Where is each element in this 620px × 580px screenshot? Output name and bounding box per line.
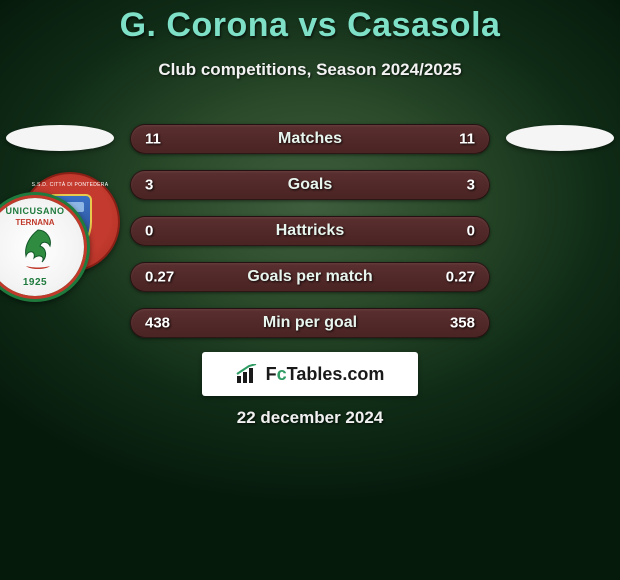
stat-right-value: 11 [459, 131, 475, 148]
bar-chart-icon [236, 364, 260, 384]
brand-watermark: FcTables.com [202, 352, 418, 396]
snapshot-date: 22 december 2024 [0, 408, 620, 428]
brand-pre: F [266, 364, 277, 384]
stat-right-value: 3 [467, 177, 475, 194]
stats-container: 11 Matches 11 3 Goals 3 0 Hattricks 0 0.… [130, 124, 490, 354]
stat-label: Min per goal [131, 314, 489, 332]
crest-right-emblem [16, 226, 60, 274]
crest-right-mid-text: TERNANA [0, 218, 84, 227]
player-right-avatar [506, 125, 614, 151]
club-crest-right: UNICUSANO 1925 TERNANA [0, 192, 90, 302]
stat-label: Hattricks [131, 222, 489, 240]
stat-row-min-per-goal: 438 Min per goal 358 [130, 308, 490, 338]
brand-highlight: c [277, 364, 287, 384]
comparison-card: G. Corona vs Casasola Club competitions,… [0, 0, 620, 580]
stat-right-value: 0.27 [446, 269, 475, 286]
page-subtitle: Club competitions, Season 2024/2025 [0, 60, 620, 80]
stat-right-value: 0 [467, 223, 475, 240]
stat-row-goals-per-match: 0.27 Goals per match 0.27 [130, 262, 490, 292]
stat-row-hattricks: 0 Hattricks 0 [130, 216, 490, 246]
stat-label: Matches [131, 130, 489, 148]
stat-label: Goals [131, 176, 489, 194]
stat-right-value: 358 [450, 315, 475, 332]
stat-row-matches: 11 Matches 11 [130, 124, 490, 154]
page-title: G. Corona vs Casasola [0, 6, 620, 45]
brand-post: Tables.com [287, 364, 385, 384]
crest-left-ribbon: S.S.D. CITTÀ DI PONTEDERA [32, 182, 109, 188]
stat-label: Goals per match [131, 268, 489, 286]
brand-text: FcTables.com [266, 364, 385, 385]
stat-row-goals: 3 Goals 3 [130, 170, 490, 200]
crest-right-year: 1925 [0, 277, 84, 288]
crest-right-top-text: UNICUSANO [0, 206, 84, 216]
player-left-avatar [6, 125, 114, 151]
